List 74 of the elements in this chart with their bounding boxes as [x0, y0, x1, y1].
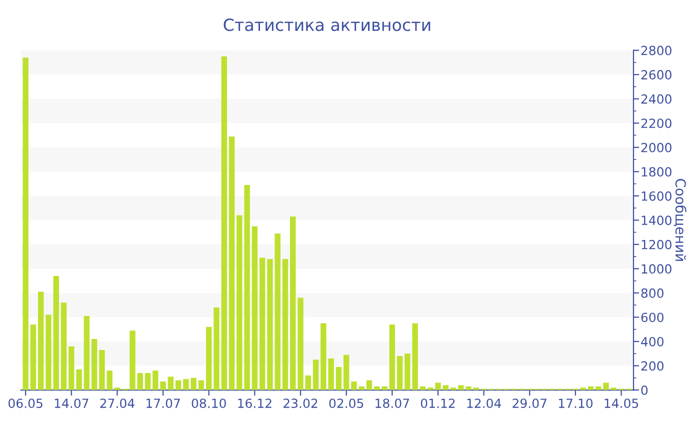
y-tick-label: 2600 [641, 70, 672, 80]
y-tick-label: 1200 [642, 240, 672, 250]
bar [175, 380, 182, 390]
x-tick-label: 17.07 [146, 398, 180, 408]
bar [290, 216, 296, 390]
bar [53, 276, 59, 390]
bar [282, 258, 288, 390]
bar [228, 136, 235, 390]
y-tick-label: 600 [641, 312, 664, 322]
bar [114, 388, 120, 390]
x-tick-label: 27.04 [100, 398, 134, 408]
bar [312, 360, 319, 390]
bar [366, 380, 372, 390]
y-tick-label: 1400 [642, 216, 672, 226]
bar [450, 388, 456, 390]
y-tick-label: 800 [641, 288, 664, 298]
bar [252, 226, 258, 390]
bar [298, 298, 304, 390]
y-tick-label: 1800 [642, 167, 672, 177]
y-axis-title: Сообщений [674, 178, 686, 261]
bar [420, 386, 426, 390]
bar [336, 366, 342, 390]
chart-title: Статистика активности [224, 18, 430, 32]
bar [137, 373, 144, 390]
x-tick-label: 06.05 [8, 398, 42, 408]
x-tick-label: 14.07 [54, 398, 88, 408]
y-tick-label: 1000 [642, 264, 672, 274]
x-tick-label: 02.05 [329, 398, 364, 408]
bar [46, 314, 52, 390]
bar [588, 386, 594, 390]
bar [351, 382, 357, 390]
bar [396, 356, 403, 390]
bar [343, 354, 350, 390]
x-tick-label: 08.10 [192, 398, 226, 408]
x-tick-label: 23.02 [284, 398, 318, 408]
y-tick-label: 2200 [641, 118, 672, 128]
bar [305, 375, 312, 390]
x-tick-label: 29.07 [512, 398, 546, 408]
bar [603, 382, 609, 390]
bar [221, 56, 228, 390]
bar [130, 330, 136, 390]
bar [427, 388, 434, 390]
y-tick-label: 2800 [641, 46, 672, 56]
bar [198, 380, 204, 390]
x-tick-label: 17.10 [558, 398, 593, 408]
y-tick-label: 0 [641, 385, 648, 395]
x-tick-label: 12.04 [467, 398, 502, 408]
bar [358, 386, 364, 390]
y-tick-label: 1600 [642, 191, 672, 201]
y-tick-label: 200 [641, 361, 664, 371]
x-tick-label: 16.12 [238, 398, 272, 408]
bar [22, 58, 28, 390]
bar [38, 292, 44, 390]
bar [30, 324, 36, 390]
bar [84, 316, 90, 390]
bar [259, 258, 266, 390]
bar [610, 388, 617, 390]
bar [214, 308, 220, 390]
bar [473, 388, 480, 390]
bar [206, 326, 212, 390]
bar [596, 386, 602, 390]
y-tick-label: 400 [641, 336, 664, 346]
bar [144, 373, 151, 390]
bar [168, 376, 174, 390]
y-tick-label: 2400 [641, 94, 672, 104]
x-tick-label: 01.12 [420, 398, 455, 408]
y-tick-label: 2000 [641, 142, 672, 152]
bar [91, 339, 98, 390]
x-tick-label: 14.05 [604, 398, 638, 408]
bar [435, 382, 441, 390]
x-tick-label: 18.07 [376, 398, 409, 408]
bar [442, 385, 448, 390]
bar [60, 302, 67, 390]
bar [389, 324, 396, 390]
